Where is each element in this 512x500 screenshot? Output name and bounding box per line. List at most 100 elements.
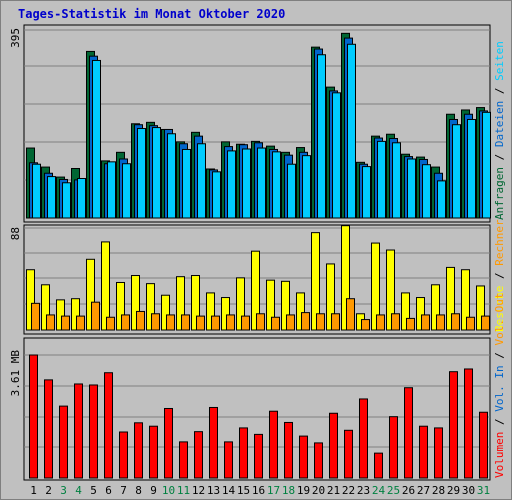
x-tick-label-day-6: 6 <box>105 484 112 497</box>
bar-besuche-day-7 <box>116 281 125 331</box>
bar-seiten-day-19 <box>302 155 311 219</box>
legend-separator: / <box>493 147 506 167</box>
bar-volumen-day-31 <box>479 411 488 479</box>
bar-rechner-day-20 <box>316 313 325 331</box>
legend-separator: / <box>493 266 506 286</box>
bar-volumen-day-27 <box>419 425 428 479</box>
bar-seiten-day-22 <box>347 43 356 219</box>
bar-besuche-day-6 <box>101 241 110 331</box>
bar-seiten-day-14 <box>227 150 236 219</box>
legend-entry-besuche: Besuche <box>493 286 506 332</box>
bar-volumen-day-22 <box>344 429 353 479</box>
bar-volumen-day-20 <box>314 442 323 479</box>
x-tick-label-day-5: 5 <box>90 484 97 497</box>
bar-besuche-day-15 <box>236 277 245 331</box>
bar-seiten-day-7 <box>122 163 131 219</box>
bar-seiten-day-26 <box>407 158 416 219</box>
legend-entry-dateien: Dateien <box>493 101 506 147</box>
bar-volumen-day-29 <box>449 371 458 479</box>
bar-rechner-day-17 <box>271 316 280 331</box>
bar-seiten-day-23 <box>362 166 371 219</box>
bar-volumen-day-12 <box>194 431 203 479</box>
bar-seiten-day-25 <box>392 142 401 219</box>
bar-seiten-day-24 <box>377 140 386 219</box>
bar-volumen-day-30 <box>464 368 473 479</box>
bar-rechner-day-10 <box>166 314 175 331</box>
bar-volumen-day-8 <box>134 422 143 479</box>
bar-rechner-day-24 <box>376 314 385 331</box>
bar-besuche-day-25 <box>386 249 395 331</box>
x-tick-label-day-26: 26 <box>402 484 415 497</box>
bar-volumen-day-23 <box>359 398 368 479</box>
x-tick-label-day-11: 11 <box>177 484 190 497</box>
bar-seiten-day-3 <box>62 182 71 219</box>
bar-volumen-day-4 <box>74 383 83 479</box>
legend-entry-seiten: Seiten <box>493 41 506 81</box>
bar-seiten-day-10 <box>167 133 176 219</box>
x-tick-label-day-12: 12 <box>192 484 205 497</box>
bar-besuche-day-11 <box>176 276 185 331</box>
bar-volumen-day-25 <box>389 416 398 479</box>
bar-volumen-day-7 <box>119 431 128 479</box>
legend-entry-volumen: Volumen <box>493 432 506 478</box>
bar-seiten-day-27 <box>422 164 431 219</box>
bar-seiten-day-1 <box>32 163 41 219</box>
x-tick-label-day-14: 14 <box>222 484 236 497</box>
x-tick-label-day-30: 30 <box>462 484 475 497</box>
bar-besuche-day-27 <box>416 297 425 331</box>
y-max-label-bottom: 3.61 MB <box>9 350 22 397</box>
bar-volumen-day-18 <box>284 421 293 479</box>
bar-besuche-day-26 <box>401 292 410 331</box>
bar-volumen-day-3 <box>59 405 68 479</box>
bar-besuche-day-16 <box>251 250 260 331</box>
bar-besuche-day-5 <box>86 258 95 331</box>
bar-seiten-day-18 <box>287 163 296 219</box>
legend-entry-vol-out: Vol. Out <box>493 293 506 346</box>
bar-rechner-day-14 <box>226 314 235 331</box>
x-tick-label-day-13: 13 <box>207 484 220 497</box>
bar-besuche-day-8 <box>131 275 140 331</box>
bar-rechner-day-29 <box>451 313 460 331</box>
chart-title: Tages-Statistik im Monat Oktober 2020 <box>18 7 286 21</box>
bar-seiten-day-30 <box>467 118 476 219</box>
bar-volumen-day-26 <box>404 387 413 479</box>
bar-seiten-day-17 <box>272 151 281 219</box>
bar-rechner-day-21 <box>331 313 340 331</box>
bar-seiten-day-5 <box>92 59 101 219</box>
bar-volumen-day-11 <box>179 441 188 479</box>
x-tick-label-day-7: 7 <box>120 484 127 497</box>
bar-volumen-day-21 <box>329 412 338 479</box>
bar-besuche-day-2 <box>41 284 50 331</box>
bar-besuche-day-9 <box>146 283 155 331</box>
x-tick-label-day-9: 9 <box>150 484 157 497</box>
x-tick-label-day-22: 22 <box>342 484 355 497</box>
bar-besuche-day-20 <box>311 232 320 331</box>
bar-seiten-day-6 <box>107 161 116 219</box>
bar-volumen-day-6 <box>104 372 113 479</box>
legend-entry-anfragen: Anfragen <box>493 167 506 220</box>
bar-seiten-day-15 <box>242 148 251 219</box>
bar-seiten-day-21 <box>332 92 341 219</box>
x-tick-label-day-4: 4 <box>75 484 82 497</box>
bar-volumen-day-10 <box>164 407 173 479</box>
x-tick-label-day-24: 24 <box>372 484 386 497</box>
x-tick-label-day-8: 8 <box>135 484 142 497</box>
x-tick-label-day-17: 17 <box>267 484 280 497</box>
bar-volumen-day-14 <box>224 441 233 479</box>
legend-separator: / <box>493 412 506 432</box>
bar-rechner-day-30 <box>466 316 475 331</box>
bar-volumen-day-28 <box>434 427 443 479</box>
bar-seiten-day-11 <box>182 148 191 219</box>
legend-separator: / <box>493 346 506 366</box>
y-max-label-middle: 88 <box>9 227 22 240</box>
bar-rechner-day-7 <box>121 314 130 331</box>
bar-seiten-day-8 <box>137 128 146 219</box>
bar-rechner-day-19 <box>301 312 310 331</box>
bar-besuche-day-12 <box>191 275 200 331</box>
legend-separator: / <box>493 81 506 101</box>
bar-seiten-day-20 <box>317 54 326 219</box>
bar-besuche-day-10 <box>161 294 170 331</box>
bar-besuche-day-14 <box>221 297 230 331</box>
x-tick-label-day-10: 10 <box>162 484 175 497</box>
bar-rechner-day-18 <box>286 314 295 331</box>
